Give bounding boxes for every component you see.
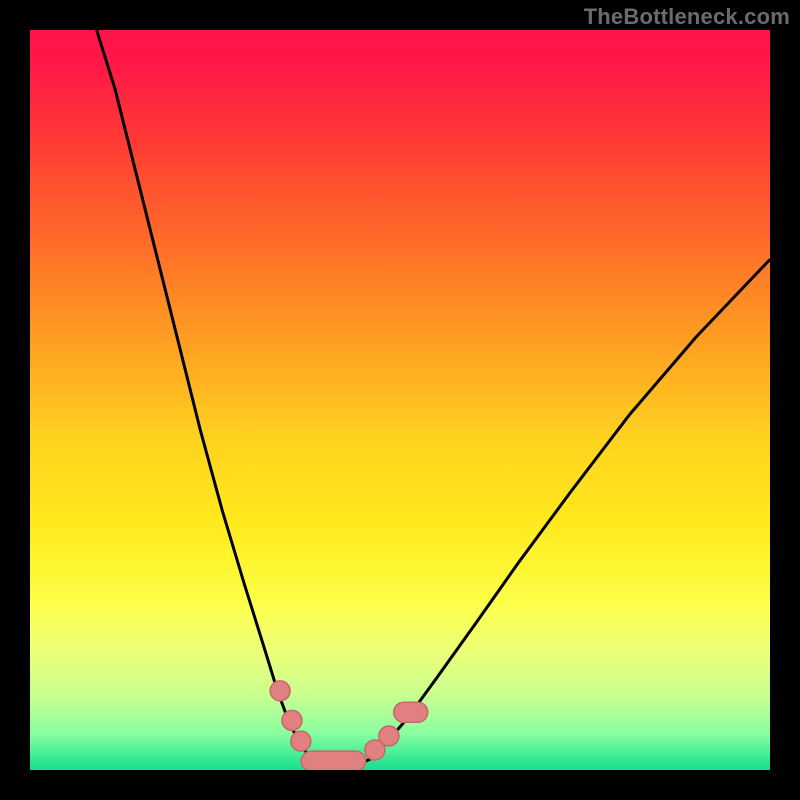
marker-point [282,710,302,730]
bottleneck-curve-chart [0,0,800,800]
marker-point [270,681,290,701]
marker-capsule [394,702,428,722]
gradient-background [30,30,770,770]
watermark-text: TheBottleneck.com [584,4,790,30]
marker-point [379,726,399,746]
marker-capsule [301,751,365,771]
marker-point [291,731,311,751]
